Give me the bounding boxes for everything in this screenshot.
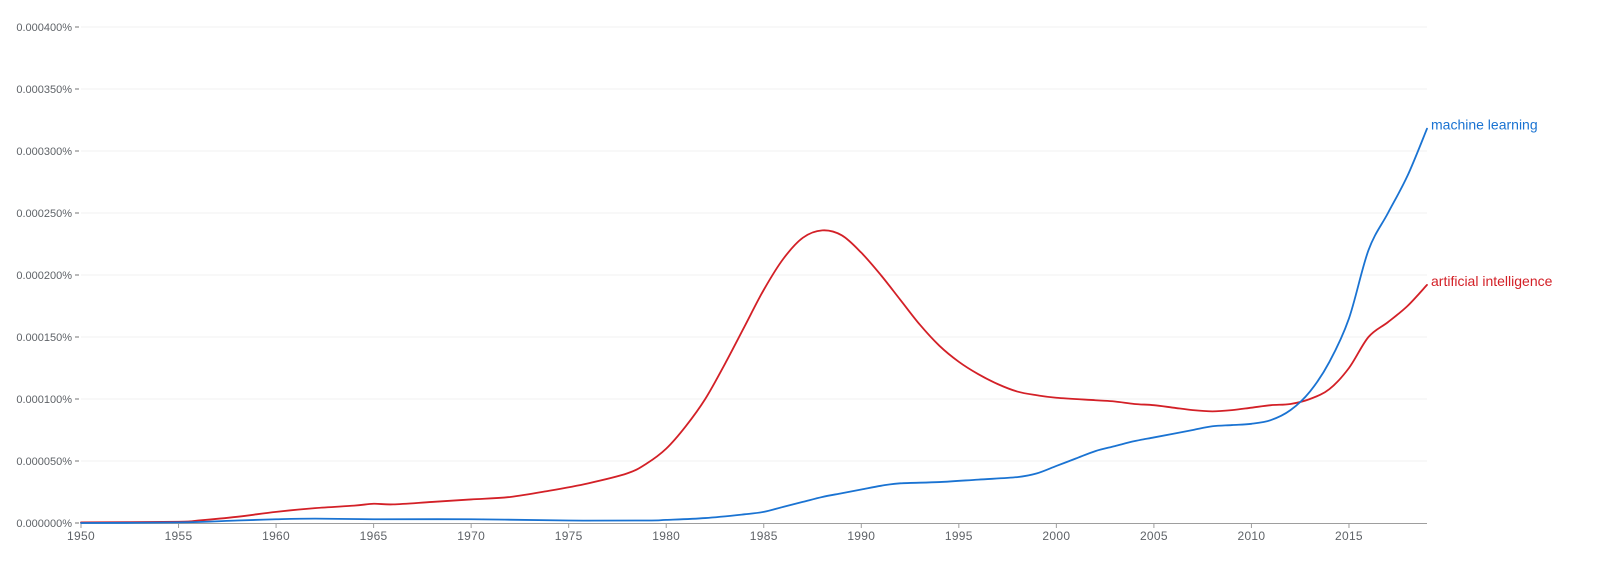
x-tick-label: 2005	[1140, 529, 1168, 543]
x-tick-label: 1950	[67, 529, 95, 543]
gridlines	[81, 26, 1427, 462]
series-label-machine-learning[interactable]: machine learning	[1431, 117, 1538, 133]
x-tick-label: 2015	[1335, 529, 1363, 543]
x-tick-label: 1990	[847, 529, 875, 543]
y-tick-label: 0.000150%	[16, 332, 72, 344]
series-line-artificial-intelligence[interactable]	[80, 229, 1428, 524]
y-tick-label: 0.000350%	[16, 84, 72, 96]
y-tick-label: 0.000100%	[16, 394, 72, 406]
x-tick-label: 1965	[360, 529, 388, 543]
x-tick-label: 2000	[1042, 529, 1070, 543]
series-lines	[80, 127, 1428, 524]
x-tick-label: 1970	[457, 529, 485, 543]
y-tick-label: 0.000050%	[16, 456, 72, 468]
x-tick-label: 2010	[1237, 529, 1265, 543]
x-tick-label: 1955	[165, 529, 193, 543]
y-tick-label: 0.000400%	[16, 22, 72, 34]
x-tick-label: 1995	[945, 529, 973, 543]
y-tick-label: 0.000250%	[16, 208, 72, 220]
y-tick-label: 0.000300%	[16, 146, 72, 158]
x-axis: 1950 1955 1960 1965 1970 1975 1980 1985 1990 1995…	[67, 523, 1427, 543]
series-label-artificial-intelligence[interactable]: artificial intelligence	[1431, 273, 1553, 289]
x-tick-label: 1985	[750, 529, 778, 543]
series-labels: machine learning artificial intelligence	[1431, 117, 1553, 289]
x-tick-label: 1960	[262, 529, 290, 543]
y-axis: 0.000000% 0.000050% 0.000100% 0.000150% 0.00…	[16, 22, 79, 530]
series-line-machine-learning[interactable]	[80, 127, 1428, 524]
x-tick-label: 1980	[652, 529, 680, 543]
y-tick-label: 0.000200%	[16, 270, 72, 282]
x-tick-label: 1975	[555, 529, 583, 543]
y-tick-label: 0.000000%	[16, 518, 72, 530]
